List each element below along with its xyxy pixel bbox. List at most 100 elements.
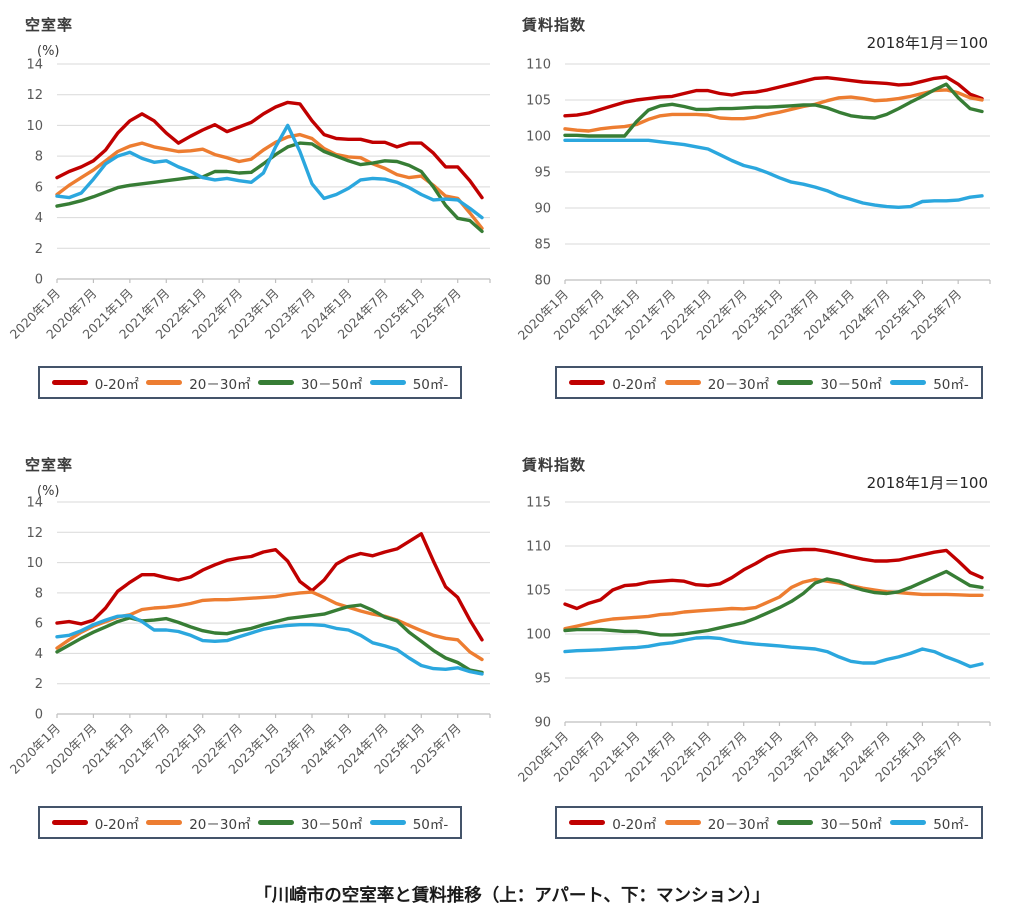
svg-text:100: 100	[526, 628, 551, 643]
legend-label: 30－50㎡	[820, 376, 882, 393]
legend-line-swatch	[369, 380, 406, 385]
legend-line-swatch	[890, 820, 927, 825]
svg-text:110: 110	[526, 540, 551, 555]
y-axis-labels: 90 95 100 105 110 115	[526, 496, 551, 731]
series-line-20－30㎡	[55, 590, 484, 662]
x-axis-labels: 2020年1月2020年7月2021年1月2021年7月2022年1月2022年…	[515, 287, 965, 343]
series-line-0-20㎡	[55, 532, 484, 642]
svg-text:105: 105	[526, 584, 551, 599]
legend-item-0-20㎡: 0-20㎡	[51, 373, 139, 393]
legend-item-30－50㎡: 30－50㎡	[257, 373, 362, 393]
series-line-20－30㎡	[563, 577, 984, 631]
legend-label: 50㎡-	[933, 816, 969, 833]
svg-text:12: 12	[26, 88, 43, 103]
svg-text:2: 2	[35, 677, 43, 692]
series-line-0-20㎡	[55, 100, 484, 200]
legend-label: 20－30㎡	[707, 816, 770, 833]
y-axis-unit-label: (%)	[37, 44, 60, 59]
legend-line-swatch	[51, 380, 88, 385]
svg-text:8: 8	[35, 586, 43, 601]
legend-line-swatch	[369, 820, 406, 825]
legend-item-0-20㎡: 0-20㎡	[51, 813, 139, 833]
chart-title: 空室率	[25, 16, 74, 34]
y-gridlines	[565, 501, 990, 679]
svg-text:10: 10	[26, 119, 43, 134]
y-gridlines	[565, 63, 990, 245]
apartment-rent-index-chart-panel: 賃料指数 2018年1月＝100 80 85 90 95 100 105 110 2020年1…	[500, 6, 1014, 406]
legend-label: 50㎡-	[933, 376, 969, 393]
chart-title: 賃料指数	[522, 456, 587, 474]
series-line-50㎡-	[55, 123, 484, 220]
index-base-note: 2018年1月＝100	[866, 34, 988, 52]
mansion-vacancy-chart-panel: 空室率 (%) 0 2 4 6 8 10 12 14 2020年1月 2020年7月 2021年1月…	[7, 446, 491, 846]
legend-label: 0-20㎡	[612, 816, 657, 833]
legend-item-50㎡-: 50㎡-	[369, 813, 449, 833]
legend-label: 0-20㎡	[94, 376, 139, 393]
chart-legend: 0-20㎡ 20－30㎡ 30－50㎡ 50㎡-	[555, 366, 983, 399]
legend-line-swatch	[569, 380, 606, 385]
svg-text:4: 4	[35, 211, 43, 226]
svg-text:10: 10	[26, 556, 43, 571]
x-axis	[56, 713, 491, 718]
svg-text:0: 0	[35, 273, 43, 288]
svg-text:115: 115	[526, 496, 551, 511]
series-line-50㎡-	[563, 635, 984, 669]
mansion-rent-index-chart-panel: 賃料指数 2018年1月＝100 90 95 100 105 110 115 2020年1月…	[500, 446, 1014, 846]
series-line-0-20㎡	[563, 547, 984, 611]
legend-item-50㎡-: 50㎡-	[369, 373, 449, 393]
svg-text:95: 95	[534, 166, 551, 181]
apartment-vacancy-chart-panel: 空室率 (%) 0 2 4 6 8 10 12 14 2020年1月 2020年7月 2021年1月…	[7, 6, 491, 406]
svg-text:8: 8	[35, 150, 43, 165]
x-axis-labels: 2020年1月2020年7月2021年1月2021年7月2022年1月2022年…	[7, 721, 464, 777]
svg-text:6: 6	[35, 180, 43, 195]
legend-label: 20－30㎡	[189, 376, 251, 393]
legend-label: 30－50㎡	[820, 816, 882, 833]
svg-text:110: 110	[526, 58, 551, 73]
vacancy-line-chart: 0 2 4 6 8 10 12 14 2020年1月2020年7月2021年1月2021年7月2…	[7, 496, 491, 777]
series-line-20－30㎡	[55, 132, 484, 231]
legend-label: 50㎡-	[412, 376, 449, 393]
y-gridlines	[57, 501, 490, 685]
svg-text:12: 12	[26, 526, 43, 541]
legend-item-30－50㎡: 30－50㎡	[257, 813, 362, 833]
svg-text:95: 95	[534, 672, 551, 687]
chart-title: 賃料指数	[522, 16, 587, 34]
x-axis	[56, 278, 491, 283]
vacancy-line-chart: 0 2 4 6 8 10 12 14 2020年1月2020年7月2021年1月2021年7月2…	[7, 58, 491, 342]
y-axis-labels: 0 2 4 6 8 10 12 14	[26, 58, 43, 288]
legend-item-20－30㎡: 20－30㎡	[146, 373, 251, 393]
legend-line-swatch	[146, 380, 183, 385]
legend-line-swatch	[664, 820, 701, 825]
svg-text:14: 14	[26, 58, 43, 73]
rent-index-line-chart: 90 95 100 105 110 115 2020年1月2020年7月2021年1月202…	[515, 496, 991, 785]
series-line-50㎡-	[563, 138, 984, 210]
legend-item-30－50㎡: 30－50㎡	[777, 813, 882, 833]
legend-item-20－30㎡: 20－30㎡	[664, 373, 770, 393]
chart-legend: 0-20㎡ 20－30㎡ 30－50㎡ 50㎡-	[38, 366, 462, 399]
legend-line-swatch	[569, 820, 606, 825]
legend-item-50㎡-: 50㎡-	[890, 813, 969, 833]
svg-text:80: 80	[534, 274, 551, 289]
chart-legend: 0-20㎡ 20－30㎡ 30－50㎡ 50㎡-	[38, 806, 462, 839]
legend-label: 50㎡-	[412, 816, 449, 833]
legend-line-swatch	[257, 380, 294, 385]
x-axis	[564, 279, 991, 284]
legend-line-swatch	[257, 820, 294, 825]
chart-legend: 0-20㎡ 20－30㎡ 30－50㎡ 50㎡-	[555, 806, 983, 839]
series-line-50㎡-	[55, 613, 484, 676]
legend-item-20－30㎡: 20－30㎡	[664, 813, 770, 833]
x-axis	[564, 721, 991, 726]
series-line-0-20㎡	[563, 75, 984, 118]
legend-label: 20－30㎡	[707, 376, 770, 393]
series-line-30－50㎡	[563, 82, 984, 138]
y-axis-labels: 0 2 4 6 8 10 12 14	[26, 496, 43, 723]
legend-item-30－50㎡: 30－50㎡	[777, 373, 882, 393]
legend-label: 20－30㎡	[189, 816, 251, 833]
series-line-30－50㎡	[55, 603, 484, 675]
legend-item-50㎡-: 50㎡-	[890, 373, 969, 393]
series-line-30－50㎡	[563, 569, 984, 637]
legend-line-swatch	[777, 820, 814, 825]
legend-label: 0-20㎡	[612, 376, 657, 393]
svg-text:0: 0	[35, 708, 43, 723]
